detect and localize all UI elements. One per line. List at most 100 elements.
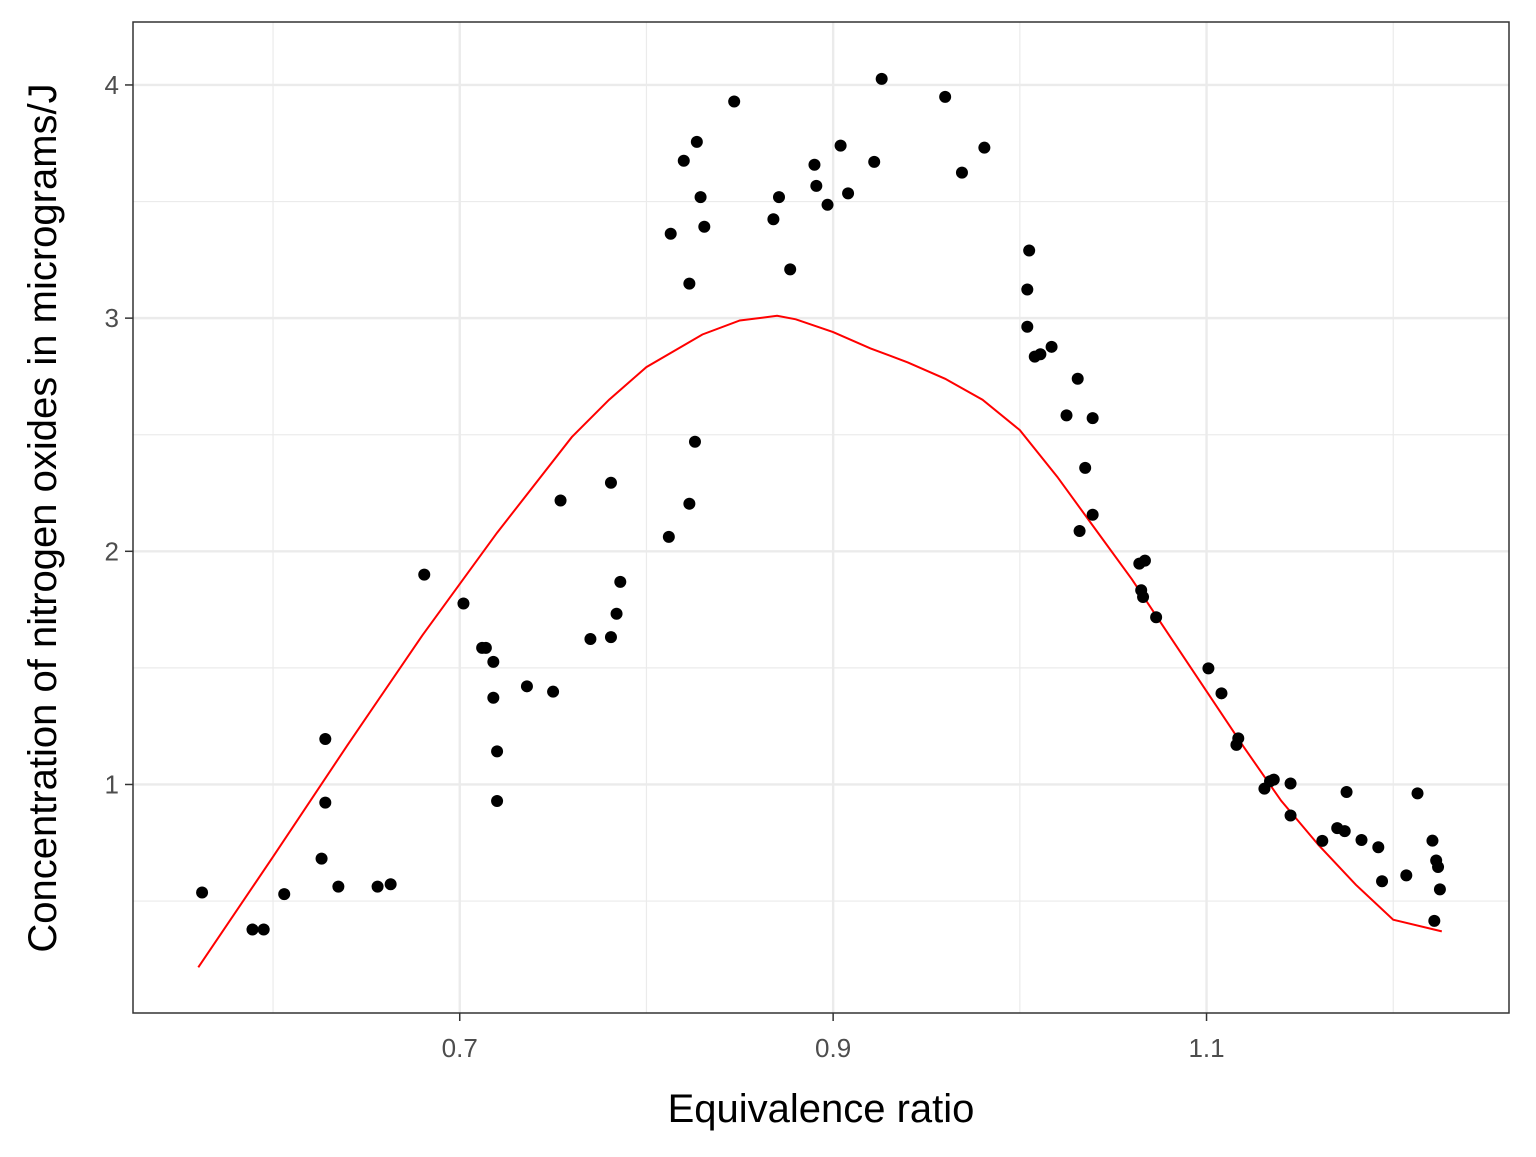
data-point <box>694 191 707 204</box>
plot-panel <box>133 22 1509 1013</box>
data-point <box>1137 591 1150 604</box>
data-point <box>821 198 834 211</box>
data-point <box>479 641 492 654</box>
data-point <box>1150 611 1163 624</box>
data-point <box>677 154 690 167</box>
data-point <box>384 878 397 891</box>
data-point <box>315 852 328 865</box>
data-point <box>728 95 741 108</box>
data-point <box>810 179 823 192</box>
data-point <box>1372 841 1385 854</box>
major-gridlines <box>133 22 1509 1013</box>
data-point <box>491 745 504 758</box>
data-point <box>1426 834 1439 847</box>
data-point <box>1411 787 1424 800</box>
data-point <box>246 923 259 936</box>
data-point <box>868 155 881 168</box>
data-point <box>808 158 821 171</box>
data-point <box>418 568 431 581</box>
data-point <box>1023 244 1036 257</box>
data-point <box>319 733 332 746</box>
x-tick-label: 0.7 <box>442 1033 478 1063</box>
data-point <box>1340 785 1353 798</box>
data-point <box>491 795 504 808</box>
data-point <box>683 497 696 510</box>
data-point <box>1316 834 1329 847</box>
y-tick-label: 2 <box>105 536 119 566</box>
data-point <box>614 575 627 588</box>
panel-border <box>132 21 1510 1014</box>
data-point <box>604 631 617 644</box>
data-point <box>978 141 991 154</box>
y-axis: 1 2 3 4 <box>105 70 133 799</box>
data-point <box>1086 412 1099 425</box>
data-point <box>487 691 500 704</box>
data-point <box>1079 461 1092 474</box>
data-point <box>767 213 780 226</box>
data-point <box>784 263 797 276</box>
y-tick-label: 1 <box>105 769 119 799</box>
data-point <box>1232 732 1245 745</box>
data-point <box>662 530 675 543</box>
data-point <box>278 888 291 901</box>
x-tick-label: 1.1 <box>1188 1033 1224 1063</box>
data-point <box>1284 809 1297 822</box>
data-point <box>834 139 847 152</box>
data-point <box>1400 869 1413 882</box>
data-point <box>371 880 384 893</box>
x-axis-title: Equivalence ratio <box>668 1087 975 1131</box>
data-point <box>1021 283 1034 296</box>
data-point <box>584 632 597 645</box>
data-point <box>1073 525 1086 538</box>
data-point <box>683 277 696 290</box>
data-point <box>1428 914 1441 927</box>
data-point <box>457 597 470 610</box>
data-point <box>196 886 209 899</box>
data-point <box>690 135 703 148</box>
data-point <box>1086 508 1099 521</box>
y-tick-label: 3 <box>105 303 119 333</box>
data-point <box>939 90 952 103</box>
data-point <box>1376 875 1389 888</box>
data-points-layer <box>196 72 1446 936</box>
data-point <box>554 494 567 507</box>
data-point <box>1071 372 1084 385</box>
data-point <box>1284 777 1297 790</box>
fit-curve <box>197 314 1443 968</box>
data-point <box>1433 883 1446 896</box>
data-point <box>610 607 623 620</box>
data-point <box>257 923 270 936</box>
data-point <box>332 880 345 893</box>
data-point <box>842 187 855 200</box>
data-point <box>955 166 968 179</box>
data-point <box>875 72 888 85</box>
fit-curve-layer <box>197 314 1443 968</box>
data-point <box>1021 320 1034 333</box>
data-point <box>604 476 617 489</box>
data-point <box>1355 833 1368 846</box>
data-point <box>487 655 500 668</box>
data-point <box>319 796 332 809</box>
data-point <box>1338 825 1351 838</box>
minor-gridlines <box>133 22 1509 1013</box>
data-point <box>1202 662 1215 675</box>
data-point <box>1034 348 1047 361</box>
x-tick-label: 0.9 <box>815 1033 851 1063</box>
data-point <box>688 435 701 448</box>
data-point <box>1267 773 1280 786</box>
data-point <box>698 220 711 233</box>
y-axis-title: Concentration of nitrogen oxides in micr… <box>21 83 65 952</box>
data-point <box>1138 554 1151 567</box>
data-point <box>520 680 533 693</box>
data-point <box>1045 340 1058 353</box>
data-point <box>772 191 785 204</box>
x-axis: 0.7 0.9 1.1 <box>442 1013 1225 1063</box>
data-point <box>1432 861 1445 874</box>
y-tick-label: 4 <box>105 70 119 100</box>
data-point <box>1215 687 1228 700</box>
data-point <box>1060 409 1073 422</box>
data-point <box>664 227 677 240</box>
data-point <box>547 685 560 698</box>
